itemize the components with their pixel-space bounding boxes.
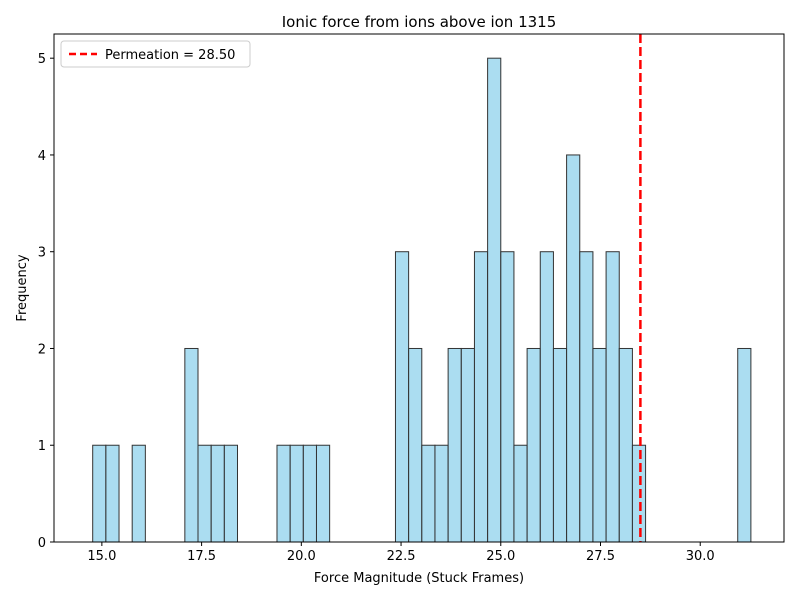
histogram-bar — [566, 154, 581, 543]
histogram-bar — [105, 444, 120, 543]
histogram-bar — [223, 444, 238, 543]
plot-frame — [53, 33, 785, 543]
x-axis-ticks: 15.0 17.5 20.0 22.5 25.0 27.5 30.0 — [87, 542, 715, 564]
x-tick-label: 30.0 — [686, 549, 715, 564]
x-tick-label: 20.0 — [287, 549, 316, 564]
y-tick-label: 1 — [38, 439, 46, 454]
histogram-bar — [408, 347, 423, 543]
histogram-bar — [737, 347, 752, 543]
y-axis-ticks: 0 1 2 3 4 5 — [38, 52, 54, 551]
histogram-bar — [197, 444, 212, 543]
y-axis-title: Frequency — [15, 254, 30, 321]
x-axis-title: Force Magnitude (Stuck Frames) — [314, 571, 524, 586]
histogram-bar — [526, 347, 541, 543]
legend: Permeation = 28.50 — [60, 40, 251, 68]
bars-group — [92, 57, 752, 543]
legend-label-permeation: Permeation = 28.50 — [105, 48, 235, 63]
histogram-bar — [421, 444, 436, 543]
histogram-bar — [289, 444, 304, 543]
histogram-bar — [434, 444, 449, 543]
histogram-bar — [539, 251, 554, 543]
histogram-bar — [92, 444, 107, 543]
histogram-bar — [315, 444, 331, 543]
histogram-bar — [500, 251, 515, 543]
histogram-bar — [618, 347, 633, 543]
x-tick-label: 15.0 — [87, 549, 116, 564]
histogram-bar — [210, 444, 225, 543]
histogram-bar — [184, 347, 199, 543]
histogram-bar — [276, 444, 291, 543]
histogram-bar — [473, 251, 489, 543]
histogram-bar — [592, 347, 607, 543]
y-tick-label: 0 — [38, 536, 46, 551]
histogram-bar — [131, 444, 146, 543]
y-tick-label: 2 — [38, 342, 46, 357]
histogram-bar — [513, 444, 528, 543]
x-tick-label: 17.5 — [187, 549, 216, 564]
histogram-bar — [447, 347, 462, 543]
histogram-bar — [552, 347, 568, 543]
histogram-bar — [487, 57, 502, 543]
x-tick-label: 27.5 — [586, 549, 615, 564]
histogram-bar — [631, 444, 647, 543]
y-tick-label: 4 — [38, 149, 46, 164]
histogram-bar — [302, 444, 317, 543]
histogram-bar — [460, 347, 475, 543]
histogram-bar — [605, 251, 620, 543]
y-tick-label: 5 — [38, 52, 46, 67]
histogram-bar — [394, 251, 410, 543]
y-tick-label: 3 — [38, 246, 46, 261]
legend-box — [60, 40, 251, 68]
x-tick-label: 25.0 — [486, 549, 515, 564]
chart-title: Ionic force from ions above ion 1315 — [282, 13, 557, 31]
x-tick-label: 22.5 — [387, 549, 416, 564]
histogram-bar — [579, 251, 594, 543]
